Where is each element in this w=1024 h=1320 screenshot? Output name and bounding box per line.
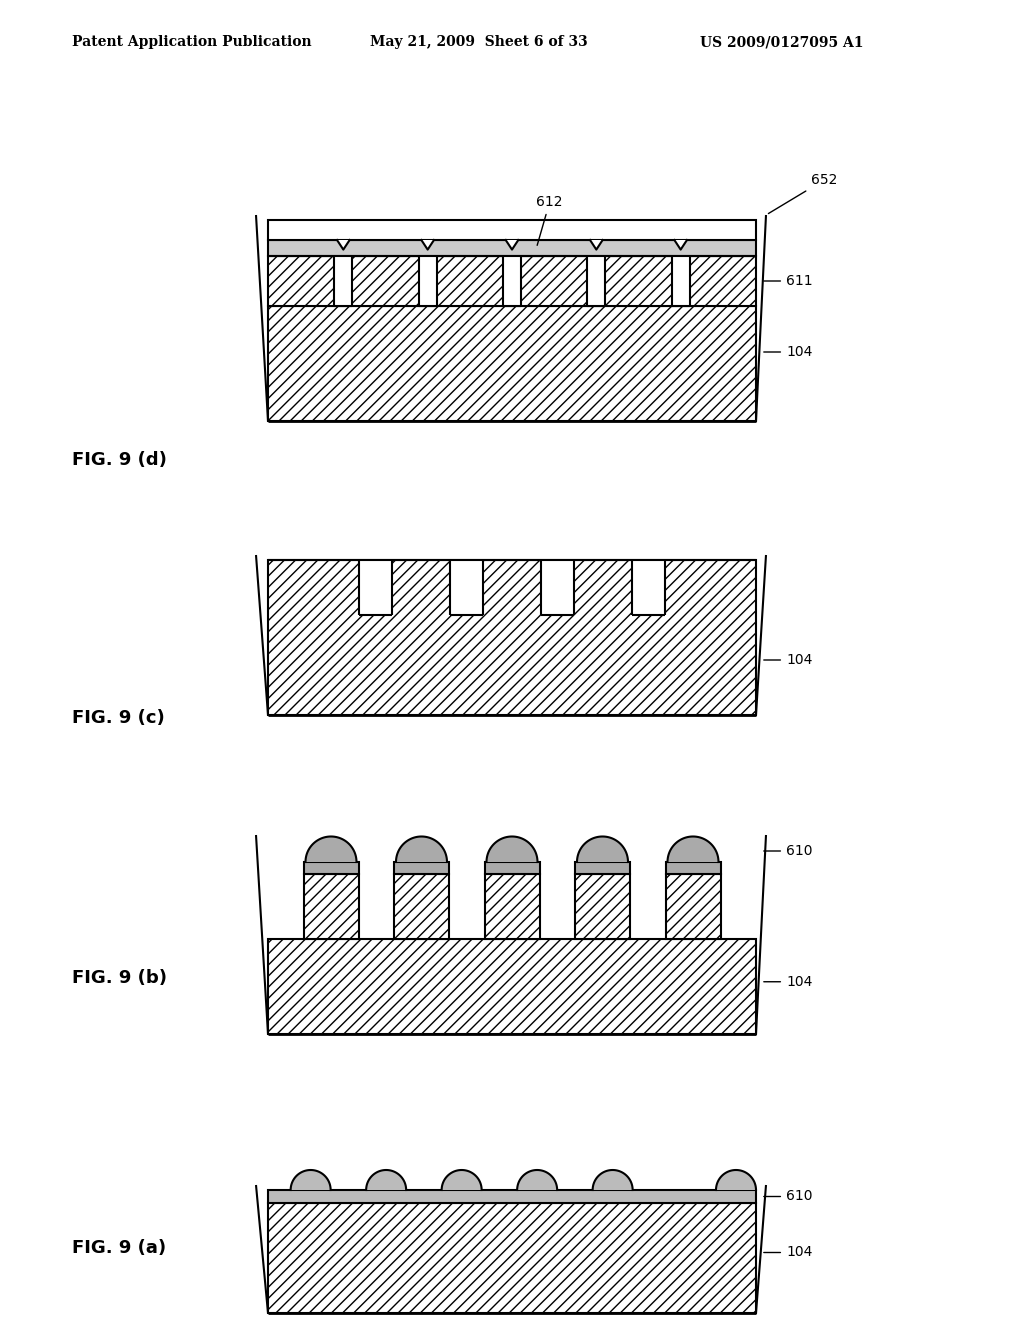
Text: 610: 610 xyxy=(764,1189,812,1204)
Bar xyxy=(268,256,756,306)
Bar xyxy=(503,256,521,306)
Text: FIG. 9 (b): FIG. 9 (b) xyxy=(72,969,167,987)
Bar xyxy=(268,560,756,715)
Text: 610: 610 xyxy=(764,843,812,858)
Polygon shape xyxy=(503,240,521,249)
Text: FIG. 9 (d): FIG. 9 (d) xyxy=(72,451,167,469)
Bar xyxy=(484,874,540,939)
Polygon shape xyxy=(588,240,605,249)
Text: 652: 652 xyxy=(768,173,838,214)
Bar xyxy=(419,256,436,306)
Bar xyxy=(268,240,756,256)
Bar xyxy=(632,560,665,615)
Text: FIG. 9 (a): FIG. 9 (a) xyxy=(72,1239,166,1257)
Bar xyxy=(575,862,630,874)
Polygon shape xyxy=(517,1170,557,1191)
Text: US 2009/0127095 A1: US 2009/0127095 A1 xyxy=(700,36,863,49)
Bar xyxy=(666,862,721,874)
Polygon shape xyxy=(672,240,690,249)
Bar xyxy=(672,256,690,306)
Polygon shape xyxy=(305,837,356,862)
Text: FIG. 9 (c): FIG. 9 (c) xyxy=(72,709,165,727)
Bar xyxy=(268,1191,756,1203)
Polygon shape xyxy=(291,1170,331,1191)
Polygon shape xyxy=(334,240,352,249)
Text: 104: 104 xyxy=(764,345,812,359)
Text: Patent Application Publication: Patent Application Publication xyxy=(72,36,311,49)
Bar xyxy=(268,220,756,240)
Polygon shape xyxy=(716,1170,756,1191)
Text: May 21, 2009  Sheet 6 of 33: May 21, 2009 Sheet 6 of 33 xyxy=(370,36,588,49)
Bar xyxy=(268,1203,756,1313)
Text: 612: 612 xyxy=(537,195,563,246)
Bar xyxy=(541,560,574,615)
Polygon shape xyxy=(367,1170,407,1191)
Bar xyxy=(394,862,449,874)
Bar xyxy=(268,306,756,421)
Polygon shape xyxy=(593,1170,633,1191)
Polygon shape xyxy=(577,837,628,862)
Polygon shape xyxy=(419,240,436,249)
Bar xyxy=(303,874,358,939)
Bar xyxy=(666,874,721,939)
Text: 104: 104 xyxy=(764,974,812,989)
Bar xyxy=(450,560,483,615)
Polygon shape xyxy=(486,837,538,862)
Polygon shape xyxy=(441,1170,481,1191)
Text: 611: 611 xyxy=(764,275,813,288)
Bar xyxy=(588,256,605,306)
Bar xyxy=(484,862,540,874)
Bar xyxy=(268,939,756,1034)
Bar xyxy=(394,874,449,939)
Text: 104: 104 xyxy=(764,653,812,667)
Bar xyxy=(334,256,352,306)
Bar xyxy=(303,862,358,874)
Polygon shape xyxy=(396,837,447,862)
Bar xyxy=(359,560,392,615)
Bar xyxy=(575,874,630,939)
Text: 104: 104 xyxy=(764,1246,812,1259)
Polygon shape xyxy=(668,837,719,862)
